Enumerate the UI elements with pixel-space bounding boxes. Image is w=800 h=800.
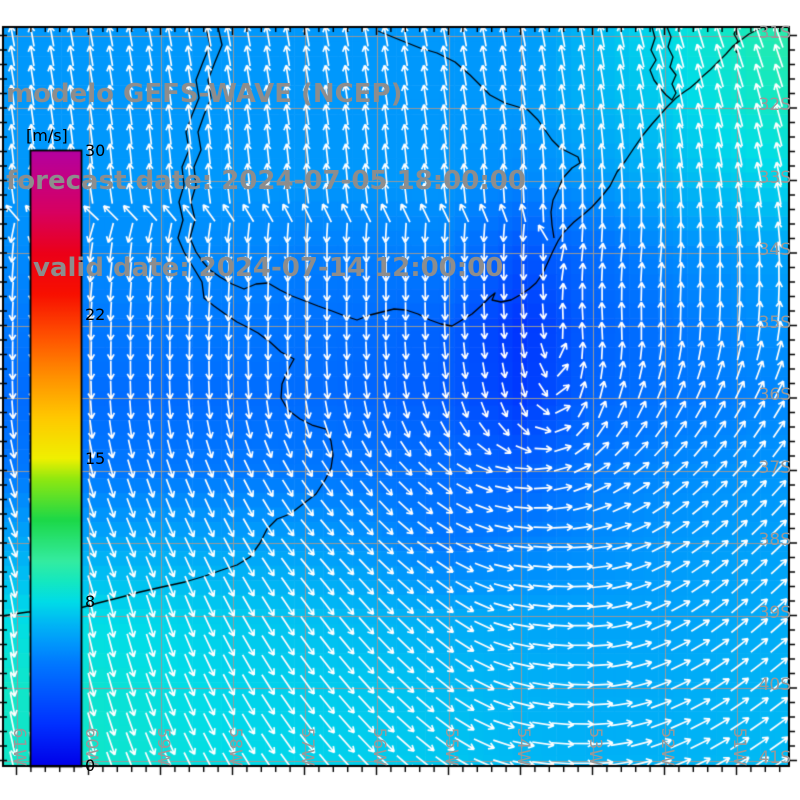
- lat-axis-label: 31S: [758, 22, 791, 43]
- title-block: modelo GEFS-WAVE (NCEP) forecast date: 2…: [6, 22, 526, 341]
- lat-axis-label: 39S: [758, 602, 791, 623]
- lon-axis-label: 56W: [368, 727, 389, 766]
- lat-axis-label: 32S: [758, 95, 791, 115]
- lon-axis-label: 53W: [584, 727, 605, 766]
- lat-axis-label: 34S: [758, 240, 791, 260]
- lon-axis-label: 52W: [656, 727, 677, 766]
- forecast-date-line: forecast date: 2024-07-05 18:00:00: [6, 166, 526, 196]
- lon-axis-label: 55W: [440, 727, 461, 766]
- lon-axis-label: 59W: [152, 727, 173, 766]
- lat-axis-label: 36S: [758, 385, 791, 405]
- lon-axis-label: 57W: [296, 727, 317, 766]
- colorbar-tick-label: 30: [85, 141, 106, 160]
- lat-axis-label: 35S: [758, 312, 791, 333]
- lat-axis-label: 41S: [758, 747, 791, 768]
- colorbar-unit-label: [m/s]: [26, 126, 68, 145]
- valid-date-line: valid date: 2024-07-14 12:00:00: [33, 253, 504, 283]
- lon-axis-label: 58W: [224, 727, 245, 766]
- lon-axis-label: 61W: [8, 727, 29, 766]
- colorbar-tick-label: 15: [85, 448, 106, 468]
- lat-axis-label: 37S: [758, 457, 791, 478]
- model-title: modelo GEFS-WAVE (NCEP): [6, 79, 403, 109]
- lat-axis-label: 38S: [758, 530, 791, 550]
- lon-axis-label: 54W: [512, 727, 533, 766]
- colorbar-tick-label: 22: [85, 305, 106, 324]
- lat-axis-label: 33S: [758, 167, 791, 188]
- lat-axis-label: 40S: [758, 675, 791, 695]
- colorbar-tick-label: 8: [85, 592, 96, 611]
- colorbar-tick-label: 0: [85, 756, 96, 775]
- lon-axis-label: 51W: [728, 727, 749, 766]
